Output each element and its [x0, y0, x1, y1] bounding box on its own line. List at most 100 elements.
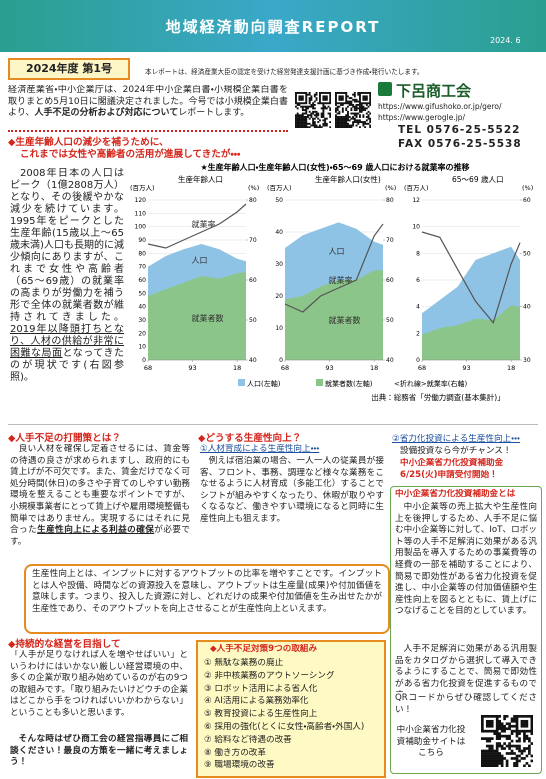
qr-module	[307, 116, 309, 118]
qr-module	[481, 759, 484, 763]
qr-module	[369, 97, 371, 100]
qr-module	[365, 107, 368, 110]
qr-module	[348, 116, 351, 118]
qr-module	[322, 122, 325, 125]
qr-module	[353, 100, 356, 103]
qr-module	[345, 119, 348, 122]
qr-module	[500, 722, 504, 726]
qr-module	[298, 114, 301, 117]
y-tick-label: 30	[275, 261, 283, 268]
qr-module	[335, 98, 337, 101]
qr-module	[345, 93, 348, 96]
qr-module	[295, 114, 297, 117]
qr-module	[500, 762, 504, 765]
qr-module	[324, 122, 327, 125]
qr-module	[490, 752, 494, 755]
qr-module	[335, 109, 337, 112]
subsidy-link[interactable]: 中小企業省力化投資補助金サイトはこちら	[396, 725, 466, 759]
qr-module	[298, 92, 301, 94]
qr-module	[336, 109, 339, 112]
qr-module	[340, 124, 343, 127]
qr-module	[362, 121, 365, 124]
qr-module	[322, 112, 325, 115]
qr-module	[307, 126, 309, 128]
y-tick-label: 20	[138, 330, 146, 337]
qr-module	[322, 119, 325, 122]
figure-title: ★生産年齢人口・生産年齢人口(女性)・65〜69 歳人口における就業率の推移	[201, 162, 470, 172]
qr-module	[352, 117, 355, 120]
contact-url[interactable]: https://www.gerogle.jp/	[378, 113, 466, 122]
qr-module	[488, 747, 492, 750]
qr-module	[518, 715, 521, 718]
qr-module	[352, 98, 355, 101]
qr-module	[335, 124, 337, 127]
qr-module	[365, 112, 368, 115]
qr-module	[498, 737, 502, 740]
qr-module	[523, 757, 526, 760]
qr-module	[495, 734, 499, 738]
qr-module	[503, 747, 506, 750]
qr-module	[308, 105, 311, 108]
qr-module	[530, 742, 533, 745]
qr-module	[510, 724, 514, 728]
qr-module	[310, 95, 313, 98]
intro-text: 経済産業省・中小企業庁は、2024年中小企業白書・小規模企業白書を取りまとめ5月…	[8, 85, 288, 118]
qr-module	[308, 93, 311, 96]
qr-module	[315, 112, 318, 115]
qr-module	[359, 97, 361, 100]
qr-module	[528, 764, 531, 767]
qr-module	[341, 110, 344, 113]
qr-module	[347, 122, 349, 125]
qr-module	[364, 98, 367, 101]
qr-code[interactable]	[481, 715, 533, 767]
contact-url[interactable]: https://www.gifushoko.or.jp/gero/	[378, 102, 502, 111]
qr-module	[362, 98, 365, 101]
qr-module	[296, 104, 299, 106]
qr-module	[528, 752, 531, 755]
qr-module	[303, 112, 306, 115]
qr-module	[310, 116, 313, 118]
qr-module	[338, 116, 341, 118]
qr-module	[528, 715, 531, 718]
qr-module	[322, 114, 325, 117]
qr-module	[341, 97, 344, 100]
qr-module	[498, 727, 502, 731]
measure-item: ⑥ 採用の強化(とくに女性・高齢者・外国人)	[204, 722, 365, 732]
qr-module	[355, 109, 358, 112]
qr-module	[315, 126, 318, 128]
qr-module	[348, 119, 351, 122]
qr-module	[329, 116, 331, 118]
qr-module	[369, 102, 371, 105]
section-heading: ◆どうする生産性向上？	[198, 433, 302, 444]
qr-module	[485, 715, 489, 718]
qr-module	[340, 97, 343, 100]
qr-module	[513, 762, 516, 765]
qr-module	[347, 110, 349, 113]
qr-module	[313, 93, 316, 96]
qr-module	[500, 734, 504, 738]
qr-module	[305, 122, 308, 125]
qr-module	[347, 116, 349, 118]
qr-module	[365, 119, 368, 122]
qr-module	[500, 754, 504, 758]
qr-module	[515, 754, 519, 758]
lead: 2008年日本の人口はピーク（1億2808万人）となり、その後緩やかな減少を続け…	[10, 168, 124, 400]
qr-module	[523, 734, 526, 738]
qr-module	[313, 117, 316, 120]
qr-module	[490, 744, 494, 748]
qr-module	[322, 95, 325, 98]
qr-module	[319, 126, 321, 128]
qr-module	[515, 722, 519, 726]
measure-item: ③ ロボット活用による省人化	[204, 683, 318, 694]
qr-module	[518, 747, 521, 750]
section-body: 「人手が足りなければ人を増やせばいい」というわけにはいかない厳しい経営環境の中、…	[10, 650, 188, 718]
qr-module	[345, 95, 348, 98]
qr-module	[313, 104, 316, 106]
qr-module	[301, 102, 304, 105]
qr-module	[500, 744, 504, 748]
qr-module	[320, 114, 323, 117]
qr-module	[301, 114, 304, 117]
qr-module	[305, 97, 308, 100]
qr-module	[296, 126, 299, 128]
qr-module	[481, 729, 484, 733]
